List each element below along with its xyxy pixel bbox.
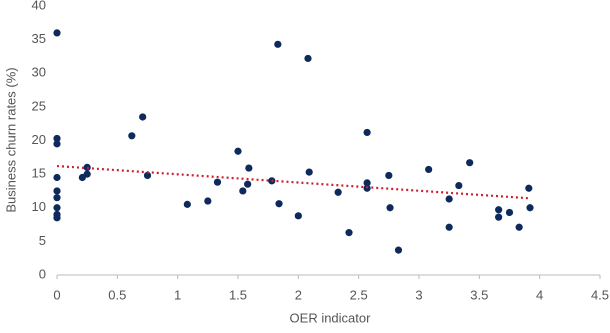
point (445, 223, 453, 231)
point (363, 179, 371, 187)
point (53, 187, 61, 195)
point (204, 197, 212, 205)
x-tick-label: 0 (53, 287, 60, 302)
point (334, 188, 342, 196)
y-tick-label: 15 (32, 166, 46, 181)
point (505, 208, 514, 217)
point (466, 159, 474, 167)
point (83, 170, 91, 178)
point (526, 204, 534, 212)
x-tick-label: 2 (295, 287, 302, 302)
x-tick-label: 1 (174, 287, 181, 302)
y-tick-label: 40 (32, 0, 46, 12)
point (515, 223, 523, 231)
point (139, 113, 147, 121)
point (53, 204, 61, 212)
point (183, 200, 191, 208)
point (53, 134, 61, 143)
x-tick-label: 4.5 (591, 287, 609, 302)
y-tick-label: 35 (32, 31, 46, 46)
point (495, 206, 503, 214)
point (345, 229, 353, 237)
point (213, 178, 222, 186)
point (495, 213, 503, 221)
point (245, 164, 253, 172)
point (239, 187, 247, 195)
x-tick-label: 1.5 (229, 287, 247, 302)
point (53, 140, 61, 148)
point (445, 195, 453, 203)
point (53, 194, 61, 202)
x-tick-label: 0.5 (108, 287, 126, 302)
point (304, 54, 312, 63)
y-tick-label: 25 (32, 98, 46, 113)
trendline (56, 164, 531, 200)
y-axis-label: Business churn rates (%) (3, 67, 18, 212)
x-tick-label: 4 (536, 287, 543, 302)
x-tick-label: 3.5 (470, 287, 488, 302)
y-tick-label: 5 (39, 233, 46, 248)
y-tick-label: 10 (32, 199, 46, 214)
y-tick-label: 20 (32, 132, 46, 147)
point (244, 180, 252, 188)
point (53, 29, 61, 37)
point (363, 128, 371, 137)
point (274, 40, 282, 48)
point (275, 200, 283, 208)
x-tick-label: 3 (415, 287, 422, 302)
point (305, 168, 313, 176)
point (394, 246, 403, 254)
point (455, 181, 463, 190)
point (425, 165, 433, 174)
y-tick-label: 30 (32, 65, 46, 80)
point (294, 212, 302, 220)
point (386, 204, 394, 212)
point (385, 171, 393, 180)
point (128, 132, 136, 140)
point (234, 147, 242, 155)
point (143, 171, 152, 180)
y-tick-label: 0 (39, 266, 46, 281)
point (53, 214, 61, 222)
x-tick-label: 2.5 (350, 287, 368, 302)
point (525, 184, 533, 192)
x-axis-label: OER indicator (290, 310, 372, 325)
point (53, 173, 61, 182)
